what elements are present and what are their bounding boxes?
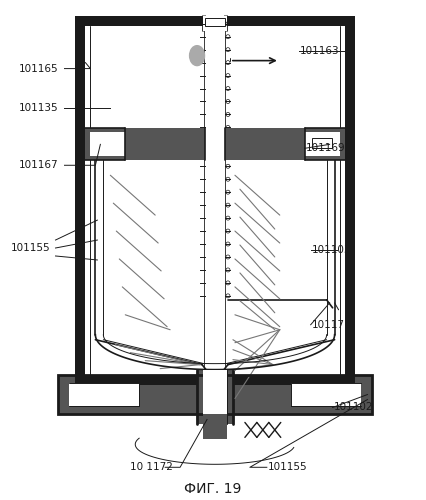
Bar <box>58 374 372 414</box>
Bar <box>190 128 240 160</box>
Bar <box>205 16 225 26</box>
Text: 101169: 101169 <box>306 144 345 154</box>
Text: 101103: 101103 <box>312 245 351 255</box>
Text: 101163: 101163 <box>300 46 340 56</box>
Bar <box>75 16 354 384</box>
Bar <box>197 370 233 424</box>
Bar <box>305 132 340 156</box>
Text: ФИГ. 19: ФИГ. 19 <box>184 482 242 496</box>
Bar <box>345 16 354 384</box>
Bar <box>291 382 360 406</box>
Text: 10 1172: 10 1172 <box>130 462 173 472</box>
Text: 101155: 101155 <box>11 243 50 253</box>
Text: 101135: 101135 <box>19 104 58 114</box>
Bar <box>69 382 139 406</box>
Bar <box>86 128 345 160</box>
Text: 101155: 101155 <box>268 462 308 472</box>
Bar <box>58 374 372 414</box>
Bar <box>75 16 354 26</box>
Bar <box>312 138 331 148</box>
Bar <box>205 18 225 26</box>
Text: 101171: 101171 <box>312 320 351 330</box>
Bar <box>86 128 132 160</box>
Bar <box>203 414 227 440</box>
Bar <box>90 132 125 156</box>
Bar <box>205 16 225 384</box>
Text: 101167: 101167 <box>19 160 58 170</box>
Bar <box>75 16 86 384</box>
Text: 101165: 101165 <box>19 64 58 74</box>
Ellipse shape <box>190 46 204 66</box>
Bar <box>203 16 227 30</box>
Bar <box>86 128 120 160</box>
Text: 101102: 101102 <box>334 402 373 412</box>
Bar <box>203 370 227 424</box>
Bar <box>75 374 354 384</box>
Bar <box>298 128 345 160</box>
Bar <box>205 128 225 160</box>
Bar <box>312 138 331 148</box>
